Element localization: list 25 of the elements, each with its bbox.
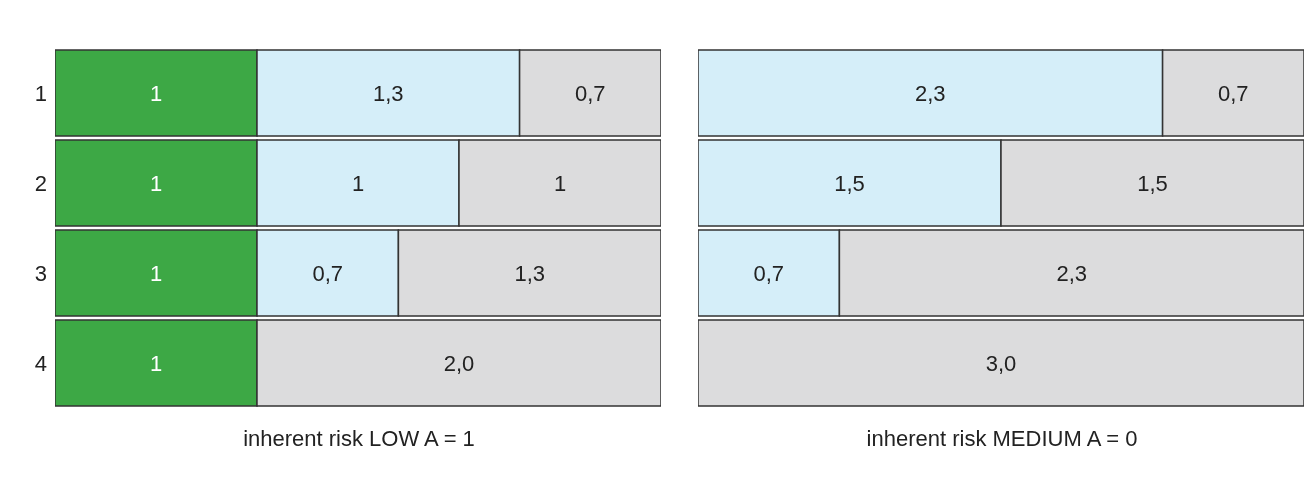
data-label: 1,5 <box>834 170 865 196</box>
data-label: 0,7 <box>575 80 606 106</box>
data-label: 1 <box>149 350 163 376</box>
data-label: 1,3 <box>514 260 545 286</box>
data-label: 0,7 <box>312 260 343 286</box>
data-label: 1,5 <box>1137 170 1168 196</box>
x-axis-title: inherent risk LOW A = 1 <box>242 426 476 452</box>
data-label: 1 <box>351 170 365 196</box>
y-tick-label: 2 <box>34 170 47 196</box>
data-label: 3,0 <box>985 350 1017 376</box>
data-label: 0,7 <box>1218 80 1249 106</box>
data-label: 2,3 <box>915 80 946 106</box>
data-label: 1 <box>553 170 567 196</box>
y-tick-label: 3 <box>34 260 47 286</box>
data-label: 1 <box>149 170 163 196</box>
y-tick-label: 1 <box>34 80 47 106</box>
y-tick-label: 4 <box>34 350 47 376</box>
data-label: 0,7 <box>753 260 784 286</box>
data-label: 1 <box>149 260 163 286</box>
data-label: 2,3 <box>1056 260 1087 286</box>
data-label: 2,0 <box>443 350 475 376</box>
bar <box>698 319 1304 407</box>
data-label: 1,3 <box>373 80 404 106</box>
x-axis-title: inherent risk MEDIUM A = 0 <box>865 426 1139 452</box>
data-label: 1 <box>149 80 163 106</box>
